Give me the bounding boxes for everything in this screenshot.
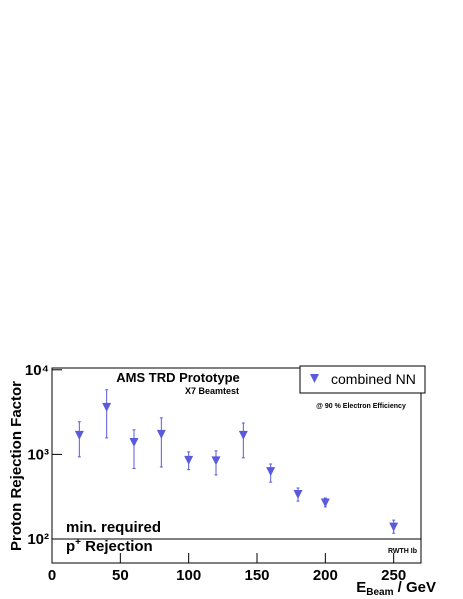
data-point [156, 429, 166, 439]
x-tick-label: 200 [313, 567, 338, 584]
ref-below-rest: Rejection [81, 538, 153, 555]
x-tick-label: 150 [244, 567, 269, 584]
institute-note: RWTH Ib [388, 548, 417, 555]
plot-frame [51, 367, 422, 564]
reference-below-label: p+ Rejection [66, 537, 153, 555]
error-bar [159, 417, 163, 468]
data-point [238, 430, 248, 440]
x-label-main: E [356, 579, 366, 596]
data-point [184, 455, 194, 465]
y-axis-label: Proton Rejection Factor [8, 381, 25, 551]
x-axis-label: EBeam / GeV [356, 579, 436, 598]
y-tick-label: 10³ [27, 446, 49, 463]
x-tick-label: 50 [112, 567, 129, 584]
x-label-sub: Beam [366, 587, 393, 598]
data-point [129, 438, 139, 448]
y-tick-label: 10² [27, 531, 49, 548]
error-bar [241, 422, 245, 459]
chart-subtitle: X7 Beamtest [185, 386, 239, 396]
data-point [320, 498, 330, 508]
data-point [74, 430, 84, 440]
x-tick-label: 250 [381, 567, 406, 584]
reference-label: min. required [66, 519, 161, 536]
legend-label: combined NN [331, 371, 416, 387]
x-tick-label: 0 [48, 567, 56, 584]
error-bar [132, 429, 136, 470]
chart-title: AMS TRD Prototype [116, 370, 240, 385]
x-label-rest: / GeV [393, 579, 436, 596]
data-point [293, 490, 303, 500]
y-tick-label: 10⁴ [25, 362, 49, 379]
ref-below-main: p [66, 538, 75, 555]
ref-below-sup: + [75, 537, 81, 548]
x-tick-label: 100 [176, 567, 201, 584]
efficiency-note: @ 90 % Electron Efficiency [316, 403, 406, 410]
data-point [211, 456, 221, 466]
data-point [389, 522, 399, 532]
error-bar [105, 389, 109, 439]
legend-box [299, 365, 426, 394]
data-point [266, 467, 276, 477]
data-point [102, 402, 112, 412]
legend-marker [310, 374, 319, 383]
